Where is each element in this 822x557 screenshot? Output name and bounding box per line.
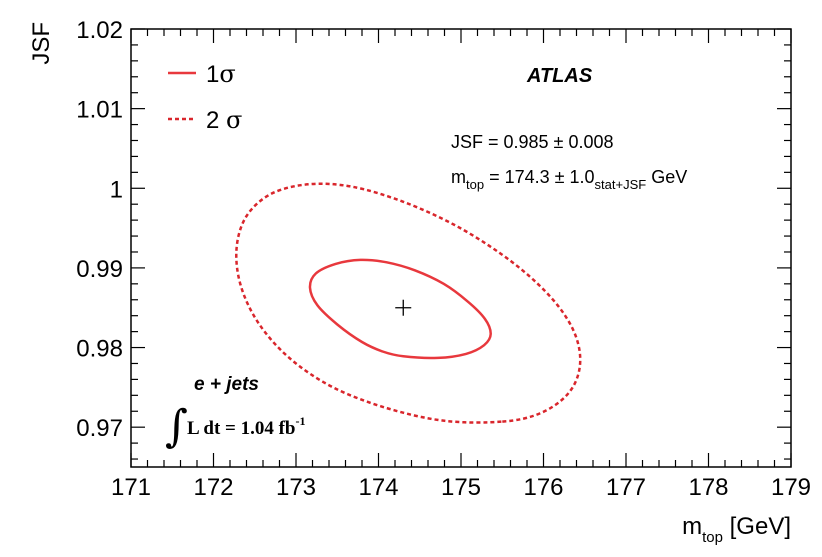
- y-tick-labels: 0.97 0.98 0.99 1 1.01 1.02: [76, 17, 123, 442]
- y-tick-label: 0.97: [76, 415, 123, 442]
- x-tick-label: 174: [358, 474, 398, 501]
- x-tick-labels: 171 172 173 174 175 176 177 178 179: [111, 474, 811, 501]
- x-tick-label: 175: [441, 474, 481, 501]
- x-tick-label: 178: [688, 474, 728, 501]
- x-tick-label: 171: [111, 474, 151, 501]
- contour-2sigma: [235, 182, 582, 424]
- mtop-result: mtop = 174.3 ± 1.0stat+JSF GeV: [451, 167, 687, 192]
- legend-label-1sigma: 1σ: [206, 60, 236, 88]
- x-axis-title: mtop [GeV]: [682, 513, 791, 546]
- y-axis-title: JSF: [28, 22, 55, 65]
- x-tick-label: 172: [193, 474, 233, 501]
- y-tick-label: 0.98: [76, 336, 123, 363]
- contour-1sigma: [308, 258, 492, 360]
- plot-frame: [130, 28, 792, 468]
- x-tick-label: 176: [523, 474, 563, 501]
- y-tick-label: 0.99: [76, 256, 123, 283]
- legend: 1σ 2 σ: [168, 60, 242, 134]
- y-tick-label: 1.01: [76, 97, 123, 124]
- best-fit-marker: [395, 299, 412, 316]
- experiment-label: ATLAS: [526, 65, 593, 87]
- jsf-result: JSF = 0.985 ± 0.008: [451, 132, 613, 152]
- x-tick-label: 177: [606, 474, 646, 501]
- x-tick-label: 179: [771, 474, 811, 501]
- channel-label: e + jets: [194, 374, 259, 395]
- x-tick-label: 173: [276, 474, 316, 501]
- y-tick-label: 1.02: [76, 17, 123, 44]
- tick-marks: [130, 28, 792, 467]
- contour-lines: [235, 182, 582, 424]
- luminosity-label: L dt = 1.04 fb-1: [187, 414, 306, 439]
- luminosity-integral: ∫: [165, 401, 188, 452]
- legend-label-2sigma: 2 σ: [206, 106, 242, 134]
- y-tick-label: 1: [110, 176, 123, 203]
